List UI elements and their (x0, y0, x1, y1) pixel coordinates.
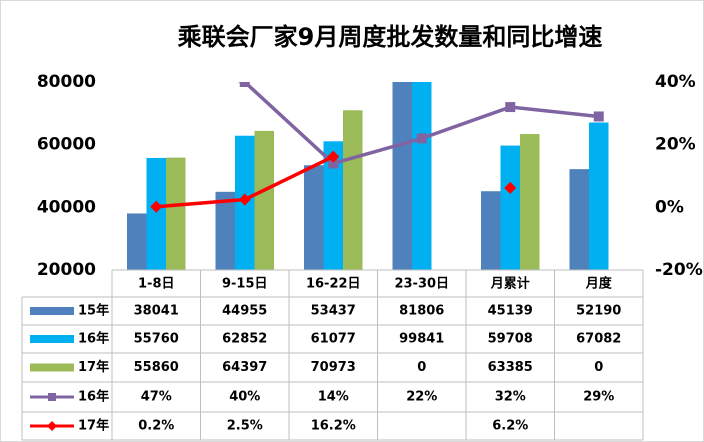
marker (593, 111, 604, 122)
data-label: 38041 (134, 304, 179, 319)
data-label: 70973 (311, 360, 356, 375)
chart-title: 乘联会厂家9月周度批发数量和同比增速 (177, 23, 603, 51)
y2-tick-label: 40% (655, 72, 696, 92)
lines (150, 82, 604, 213)
data-label: 32% (495, 390, 526, 405)
legend-swatch (30, 307, 74, 315)
data-label: 6.2% (492, 419, 528, 434)
data-label: 2.5% (227, 419, 263, 434)
legend-label: 17年 (78, 418, 109, 434)
bar (520, 134, 540, 270)
data-label: 55760 (134, 332, 179, 347)
marker (238, 193, 251, 206)
data-label: 99841 (399, 332, 444, 347)
data-label: 16.2% (311, 419, 356, 434)
data-label: 14% (318, 390, 349, 405)
bar (215, 191, 235, 270)
bar (343, 110, 363, 270)
x-tick-label: 月度 (585, 276, 613, 292)
data-label: 0 (594, 360, 603, 375)
data-label: 64397 (222, 360, 267, 375)
legend-swatch (30, 363, 74, 372)
legend-label: 17年 (78, 359, 109, 375)
legend-label: 16年 (78, 389, 109, 405)
bar (500, 145, 520, 270)
bar (569, 169, 589, 270)
bar (323, 141, 343, 270)
y2-tick-label: -20% (655, 260, 703, 280)
bar (481, 191, 501, 270)
data-label: 47% (141, 390, 172, 405)
marker (416, 133, 427, 144)
y-tick-label: 80000 (37, 72, 96, 92)
y-tick-label: 20000 (37, 260, 96, 280)
data-label: 55860 (134, 360, 179, 375)
data-label: 0 (417, 360, 426, 375)
y-tick-label: 40000 (37, 197, 96, 217)
bar (166, 157, 186, 270)
data-label: 61077 (311, 332, 356, 347)
legend-marker (47, 421, 57, 431)
x-tick-label: 1-8日 (138, 277, 175, 292)
data-label: 67082 (576, 332, 621, 347)
y-tick-label: 60000 (37, 135, 96, 155)
data-label: 59708 (488, 332, 533, 347)
bar (146, 157, 166, 270)
legend-label: 15年 (78, 303, 109, 319)
data-label: 63385 (488, 360, 533, 375)
legend-label: 16年 (78, 331, 109, 347)
bar (304, 165, 324, 270)
data-label: 22% (406, 390, 437, 405)
data-label: 40% (229, 390, 260, 405)
bar (589, 122, 609, 270)
marker (505, 102, 516, 113)
data-label: 44955 (222, 304, 267, 319)
data-label: 0.2% (138, 419, 174, 434)
y2-tick-label: 20% (655, 135, 696, 155)
bar (392, 82, 412, 270)
marker (150, 200, 163, 213)
line (237, 82, 599, 166)
data-label: 45139 (488, 304, 533, 319)
x-tick-label: 9-15日 (222, 277, 268, 292)
legend-swatch (30, 335, 74, 343)
marker (504, 181, 517, 194)
data-label: 52190 (576, 304, 621, 319)
bar (412, 82, 432, 270)
x-tick-label: 23-30日 (394, 277, 449, 292)
marker (239, 82, 250, 87)
marker (327, 150, 340, 163)
bar (254, 130, 274, 270)
data-label: 53437 (311, 304, 356, 319)
marker (328, 158, 339, 169)
bar (127, 213, 147, 270)
y2-tick-label: 0% (655, 197, 684, 217)
data-label: 29% (583, 390, 614, 405)
x-tick-label: 月累计 (490, 276, 530, 292)
legend-marker (48, 393, 56, 401)
data-label: 62852 (222, 332, 267, 347)
data-label: 81806 (399, 304, 444, 319)
x-tick-label: 16-22日 (306, 277, 361, 292)
bars (127, 82, 609, 270)
